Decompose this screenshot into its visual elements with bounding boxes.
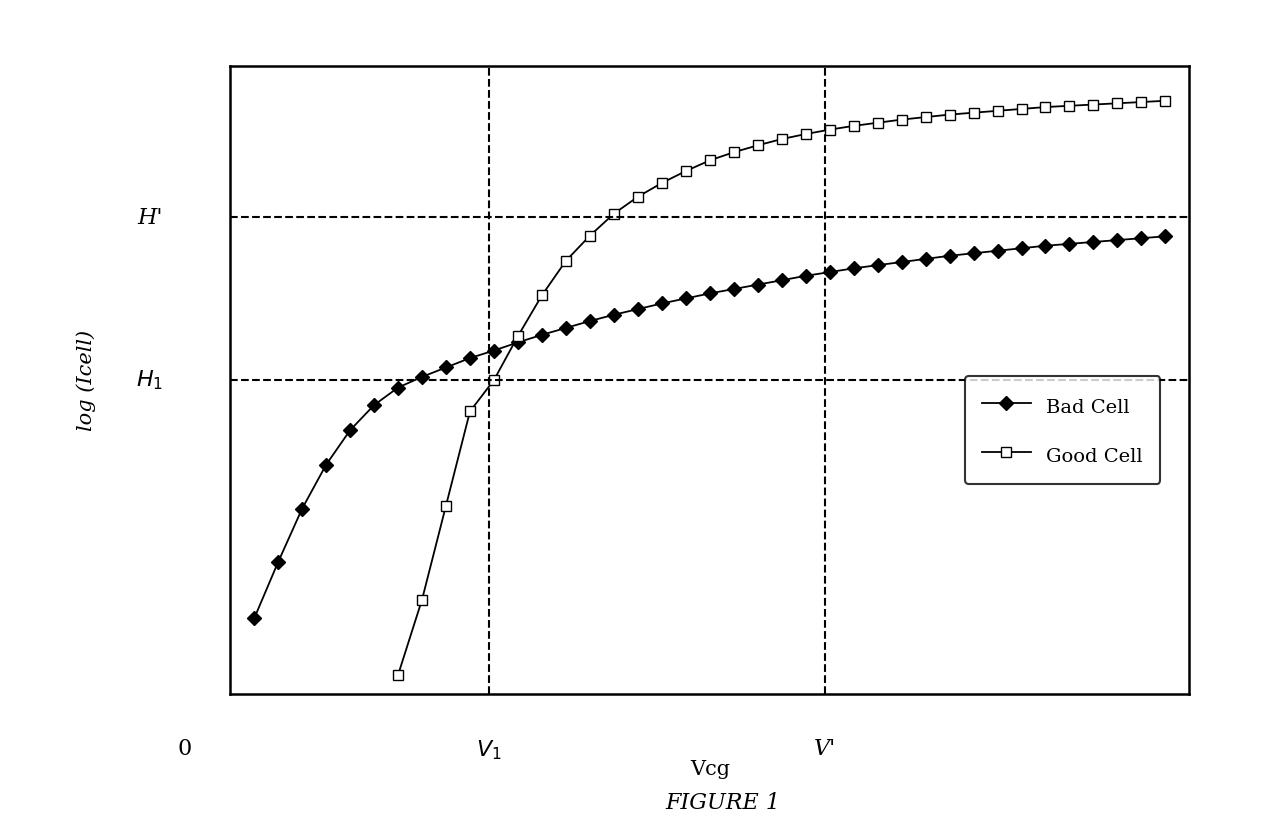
Good Cell [581, 231, 597, 241]
Bad Cell [318, 460, 334, 470]
Bad Cell [941, 251, 956, 261]
Good Cell [773, 135, 789, 145]
Good Cell [557, 256, 573, 266]
Bad Cell [390, 383, 405, 393]
Bad Cell [1061, 239, 1076, 249]
Good Cell [677, 166, 693, 176]
Bad Cell [702, 289, 717, 299]
Good Cell [534, 291, 550, 301]
Bad Cell [918, 254, 933, 264]
Good Cell [510, 331, 525, 341]
Legend: Bad Cell, Good Cell: Bad Cell, Good Cell [964, 377, 1159, 484]
Text: FIGURE 1: FIGURE 1 [665, 792, 780, 813]
Bad Cell [366, 400, 381, 410]
Good Cell [726, 148, 741, 158]
Bad Cell [271, 557, 286, 567]
Good Cell [989, 106, 1005, 116]
Good Cell [1085, 100, 1100, 110]
Good Cell [1132, 98, 1148, 108]
Bad Cell [557, 324, 573, 334]
Good Cell [653, 178, 670, 188]
Bad Cell [1157, 232, 1172, 242]
Bad Cell [247, 614, 262, 624]
Text: 0: 0 [178, 738, 192, 760]
Bad Cell [773, 276, 789, 286]
Good Cell [1038, 103, 1053, 113]
Bad Cell [653, 298, 670, 308]
Text: $H_1$: $H_1$ [135, 369, 164, 392]
Bad Cell [581, 316, 597, 326]
Bad Cell [1132, 233, 1148, 244]
Text: $V_1$: $V_1$ [475, 738, 502, 762]
Text: Vcg: Vcg [689, 760, 730, 778]
Good Cell [1061, 101, 1076, 111]
Good Cell [438, 501, 454, 511]
Good Cell [390, 670, 405, 681]
Bad Cell [510, 338, 525, 348]
Good Cell [414, 595, 429, 605]
Bad Cell [438, 363, 454, 373]
Good Cell [630, 192, 645, 202]
Bad Cell [630, 304, 645, 314]
Bad Cell [1038, 241, 1053, 251]
Good Cell [965, 108, 980, 118]
Line: Bad Cell: Bad Cell [249, 232, 1169, 624]
Bad Cell [989, 246, 1005, 256]
Bad Cell [1109, 236, 1125, 246]
Bad Cell [1013, 243, 1029, 253]
Good Cell [845, 121, 860, 131]
Bad Cell [677, 293, 693, 303]
Bad Cell [845, 263, 860, 273]
Text: V': V' [813, 738, 836, 760]
Bad Cell [893, 257, 909, 268]
Bad Cell [606, 310, 621, 320]
Good Cell [1157, 96, 1172, 106]
Line: Good Cell: Good Cell [392, 96, 1169, 680]
Bad Cell [726, 284, 741, 294]
Good Cell [606, 209, 621, 219]
Bad Cell [869, 261, 884, 271]
Good Cell [1109, 99, 1125, 109]
Bad Cell [414, 372, 429, 382]
Bad Cell [749, 280, 764, 290]
Bad Cell [965, 248, 980, 258]
Bad Cell [461, 354, 477, 364]
Bad Cell [343, 426, 358, 436]
Text: log (Icell): log (Icell) [77, 330, 96, 431]
Good Cell [702, 155, 717, 166]
Good Cell [797, 130, 813, 140]
Bad Cell [486, 346, 501, 356]
Bad Cell [534, 330, 550, 340]
Bad Cell [797, 271, 813, 281]
Bad Cell [1085, 237, 1100, 247]
Good Cell [918, 113, 933, 123]
Good Cell [869, 118, 884, 128]
Good Cell [893, 115, 909, 125]
Good Cell [461, 406, 477, 416]
Text: H': H' [138, 206, 164, 228]
Bad Cell [294, 504, 309, 514]
Good Cell [486, 375, 501, 385]
Good Cell [822, 125, 837, 135]
Good Cell [749, 140, 764, 150]
Good Cell [941, 110, 956, 120]
Good Cell [1013, 104, 1029, 115]
Bad Cell [822, 268, 837, 278]
